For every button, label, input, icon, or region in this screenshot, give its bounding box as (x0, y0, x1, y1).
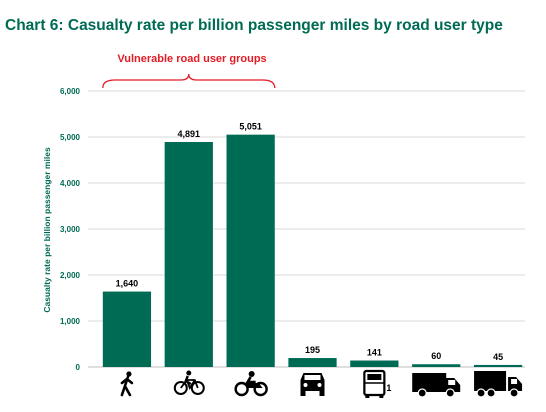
data-label: 45 (493, 352, 503, 362)
y-tick-label: 1,000 (60, 317, 81, 326)
van-icon (412, 373, 461, 398)
data-label: 5,051 (239, 122, 262, 132)
data-label: 1,640 (116, 279, 139, 289)
bar-motorcycle (226, 134, 275, 367)
bar-bus (350, 360, 399, 367)
data-label: 141 (367, 348, 382, 358)
bar-van (412, 364, 461, 367)
data-label: 4,891 (178, 129, 201, 139)
vulnerable-group-label: Vulnerable road user groups (117, 53, 266, 65)
bicycle-icon (173, 370, 205, 395)
car-icon (300, 373, 325, 396)
bars (102, 134, 523, 367)
y-tick-label: 2,000 (60, 271, 81, 280)
grid-lines (88, 90, 525, 368)
bar-car (288, 358, 337, 367)
y-tick-label: 5,000 (60, 133, 81, 142)
chart-title: Chart 6: Casualty rate per billion passe… (5, 17, 503, 34)
y-axis-label: Casualty rate per billion passenger mile… (42, 147, 52, 313)
data-label: 195 (305, 345, 320, 355)
category-icons: 1 (120, 369, 523, 398)
y-tick-label: 0 (76, 363, 81, 372)
motorcycle-icon (234, 371, 268, 397)
bar-pedal-cycle (164, 142, 213, 367)
data-labels: 1,640 4,891 5,051 195 141 60 45 (116, 122, 503, 362)
bar-pedestrian (102, 291, 152, 367)
bus-icon: 1 (363, 369, 391, 398)
y-tick-label: 6,000 (60, 87, 81, 96)
bar-truck (473, 364, 523, 367)
data-label: 60 (431, 351, 441, 361)
y-axis: 0 1,000 2,000 3,000 4,000 5,000 6,000 (60, 87, 81, 372)
truck-icon (474, 371, 523, 398)
y-tick-label: 4,000 (60, 179, 81, 188)
footnote-marker: 1 (386, 383, 391, 393)
pedestrian-icon (120, 371, 134, 397)
vulnerable-group-brace (102, 73, 276, 89)
y-tick-label: 3,000 (60, 225, 81, 234)
